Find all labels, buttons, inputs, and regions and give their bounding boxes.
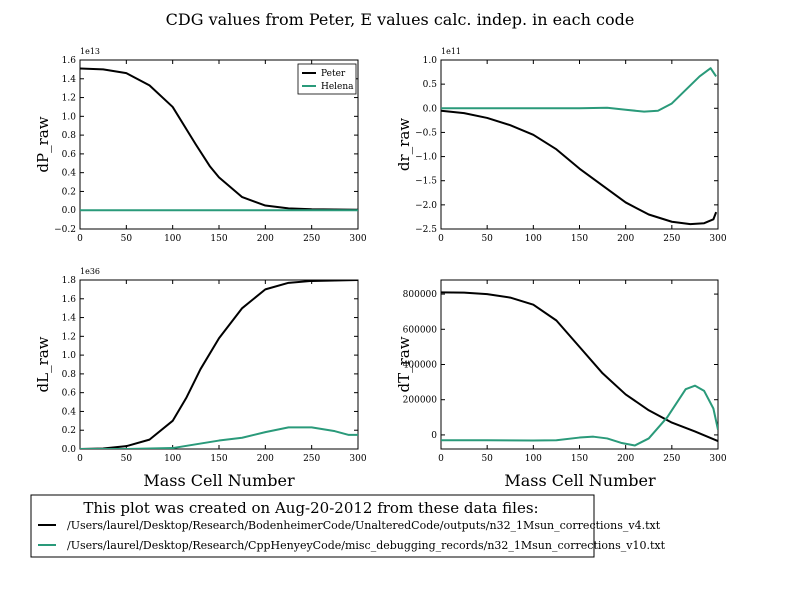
y-exponent-label: 1e36 <box>80 267 100 276</box>
legend-label-peter: Peter <box>321 69 346 79</box>
y-tick-label: 0.0 <box>62 206 77 216</box>
y-tick-label: 200000 <box>403 396 438 406</box>
y-tick-label: −2.5 <box>415 225 437 235</box>
x-tick-label: 0 <box>77 454 83 464</box>
subplot-dP_raw: 0 50 100 150 200 250 300 −0.2 0.0 0.2 0.4 0.6 0.8 1.0… <box>34 47 367 244</box>
series-line-helena <box>441 384 718 447</box>
y-tick-label: 0.2 <box>62 426 76 436</box>
y-tick-label: 0.8 <box>62 370 77 380</box>
file-info-box: This plot was created on Aug-20-2012 fro… <box>30 494 666 558</box>
series-line-peter <box>441 291 718 443</box>
file-info-border <box>30 494 595 558</box>
y-axis-label: dT_raw <box>395 336 413 392</box>
x-tick-label: 150 <box>571 234 588 244</box>
x-tick-label: 200 <box>617 454 634 464</box>
x-tick-label: 50 <box>121 234 133 244</box>
x-tick-label: 150 <box>210 234 227 244</box>
figure-title: CDG values from Peter, E values calc. in… <box>166 10 635 29</box>
plot-frame <box>440 279 719 450</box>
file-info-path-helena: /Users/laurel/Desktop/Research/CppHenyey… <box>67 539 666 552</box>
file-info-title: This plot was created on Aug-20-2012 fro… <box>83 499 538 517</box>
legend: Peter Helena <box>297 63 357 95</box>
y-tick-label: −2.0 <box>415 201 437 211</box>
x-tick-label: 150 <box>571 454 588 464</box>
y-axis-label: dr_raw <box>395 118 413 171</box>
x-tick-label: 50 <box>481 454 493 464</box>
y-tick-label: 400000 <box>403 361 438 371</box>
y-tick-label: −0.2 <box>54 225 76 235</box>
series-line-helena <box>441 67 717 113</box>
y-tick-label: 1.4 <box>62 75 77 85</box>
x-tick-label: 0 <box>77 234 83 244</box>
x-tick-label: 100 <box>164 454 181 464</box>
x-tick-label: 300 <box>349 234 366 244</box>
x-tick-label: 300 <box>349 454 366 464</box>
x-tick-label: 200 <box>617 234 634 244</box>
y-tick-label: 600000 <box>403 325 438 335</box>
y-tick-label: 1.6 <box>62 56 77 66</box>
y-axis-label: dL_raw <box>34 336 52 392</box>
y-tick-label: 800000 <box>403 290 438 300</box>
y-tick-label: 0.2 <box>62 187 76 197</box>
y-tick-label: 0.5 <box>423 80 438 90</box>
y-tick-label: 1.6 <box>62 295 77 305</box>
legend-box <box>297 63 357 95</box>
y-tick-label: 0 <box>431 431 437 441</box>
series-line-peter <box>80 67 358 211</box>
x-tick-label: 50 <box>121 454 133 464</box>
subplot-dL_raw: 0 50 100 150 200 250 300 0.0 0.2 0.4 0.6 0.8 1.0 1.2 1… <box>34 267 367 464</box>
y-tick-label: 1.8 <box>62 276 77 286</box>
x-tick-label: 0 <box>438 454 444 464</box>
y-tick-label: −0.5 <box>415 128 437 138</box>
x-tick-label: 250 <box>303 454 320 464</box>
x-tick-label: 50 <box>481 234 493 244</box>
y-tick-label: −1.0 <box>415 153 437 163</box>
series-line-helena <box>80 426 358 449</box>
y-tick-label: 0.4 <box>62 169 77 179</box>
plot-frame <box>440 59 719 230</box>
x-axis-label-left: Mass Cell Number <box>143 471 295 490</box>
series-line-peter <box>80 280 358 449</box>
y-tick-label: 1.4 <box>62 314 77 324</box>
y-tick-label: 1.2 <box>62 94 76 104</box>
x-tick-label: 250 <box>663 454 680 464</box>
y-tick-label: 1.0 <box>423 56 438 66</box>
y-exponent-label: 1e13 <box>80 47 100 56</box>
plot-frame <box>79 279 359 450</box>
subplot-dr_raw: 0 50 100 150 200 250 300 −2.5 −2.0 −1.5 −1.0 −0.5 0.… <box>395 47 727 244</box>
subplot-dT_raw: 0 50 100 150 200 250 300 0 200000 400000 600000 800… <box>395 279 727 464</box>
x-tick-label: 250 <box>303 234 320 244</box>
y-tick-label: −1.5 <box>415 177 437 187</box>
x-tick-label: 0 <box>438 234 444 244</box>
x-tick-label: 200 <box>257 454 274 464</box>
y-tick-label: 1.0 <box>62 351 77 361</box>
x-tick-label: 250 <box>663 234 680 244</box>
y-tick-label: 0.0 <box>62 445 77 455</box>
series-line-peter <box>441 109 718 226</box>
x-tick-label: 100 <box>525 454 542 464</box>
y-axis-label: dP_raw <box>34 116 52 172</box>
y-tick-label: 0.8 <box>62 131 77 141</box>
y-tick-label: 1.2 <box>62 332 76 342</box>
x-tick-label: 200 <box>257 234 274 244</box>
y-tick-label: 0.6 <box>62 389 77 399</box>
y-exponent-label: 1e11 <box>441 47 461 56</box>
x-tick-label: 100 <box>164 234 181 244</box>
y-tick-label: 1.0 <box>62 112 77 122</box>
y-tick-label: 0.4 <box>62 407 77 417</box>
x-tick-label: 300 <box>709 454 726 464</box>
y-tick-label: 0.6 <box>62 150 77 160</box>
file-info-path-peter: /Users/laurel/Desktop/Research/Bodenheim… <box>67 519 661 532</box>
subplot-grid: 0 50 100 150 200 250 300 −0.2 0.0 0.2 0.4 0.6 0.8 1.0… <box>34 47 727 464</box>
x-tick-label: 300 <box>709 234 726 244</box>
y-tick-label: 0.0 <box>423 104 438 114</box>
x-tick-label: 100 <box>525 234 542 244</box>
legend-label-helena: Helena <box>321 82 354 92</box>
x-axis-label-right: Mass Cell Number <box>504 471 656 490</box>
x-tick-label: 150 <box>210 454 227 464</box>
